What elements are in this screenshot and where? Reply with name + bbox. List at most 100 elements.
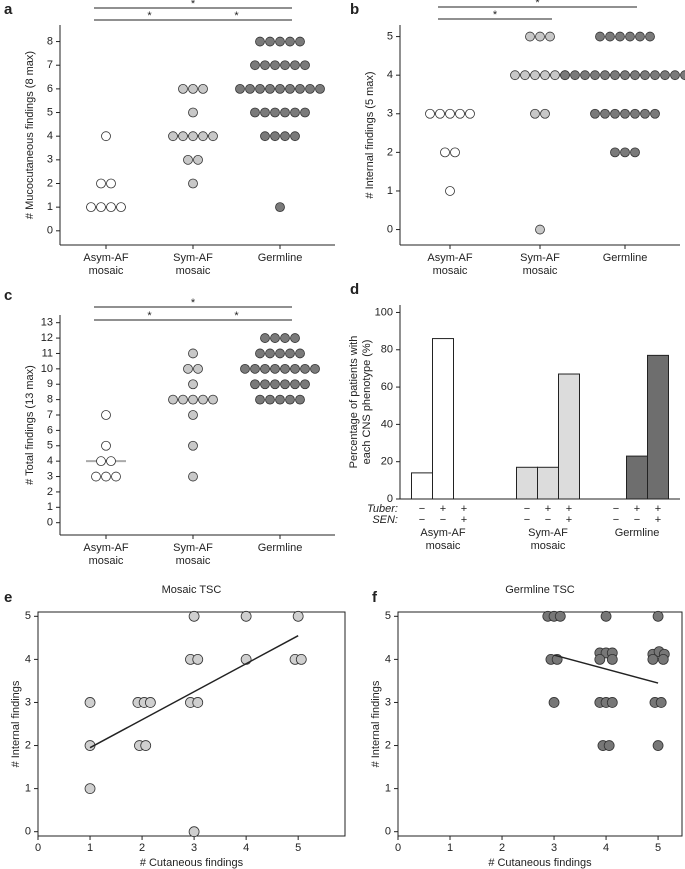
dot [530,70,540,81]
dot [650,108,660,119]
dot [240,363,250,374]
dot [275,202,285,213]
dot [635,31,645,42]
dot [290,107,300,118]
y-tick-label: 5 [47,440,53,452]
y-tick-label: 40 [381,418,393,430]
dot [188,440,198,451]
phenotype-symbol: − [524,514,530,526]
dot [610,147,620,158]
dot [275,348,285,359]
y-tick-label: 8 [47,394,53,406]
dot [198,394,208,405]
dot [570,70,580,81]
bar [432,338,454,500]
y-tick-label: 4 [385,653,391,665]
dot [580,70,590,81]
dot [640,108,650,119]
dot [111,471,121,482]
row-label: SEN: [372,514,398,526]
dot [188,394,198,405]
y-tick-label: 1 [47,201,53,213]
x-tick-label: Sym-AF mosaic [520,252,560,277]
dot [590,108,600,119]
dot [275,394,285,405]
y-tick-label: 12 [41,332,53,344]
x-tick-label: 0 [35,842,41,854]
dot [250,107,260,118]
x-tick-label: Sym-AF mosaic [173,252,213,277]
point [84,697,96,708]
dot [660,70,670,81]
dot [595,31,605,42]
trend-line [89,635,299,749]
phenotype-symbol: + [461,514,467,526]
x-tick-label: Germline [602,252,648,264]
point [188,610,200,622]
panel-label: c [4,287,12,304]
y-tick-label: 8 [47,35,53,47]
dot [101,471,111,482]
phenotype-symbol: − [419,514,425,526]
dot [265,348,275,359]
point [652,740,664,751]
dot [560,70,570,81]
point [192,653,204,665]
dot [245,83,255,94]
panel-label: b [350,1,359,18]
dot [255,83,265,94]
dot [455,108,465,119]
dot [540,70,550,81]
y-tick-label: 80 [381,344,393,356]
dot [265,36,275,47]
dot [630,147,640,158]
dot [188,107,198,118]
significance-label: * [147,10,152,22]
dot [270,379,280,390]
y-axis-label: # Internal findings [10,680,22,767]
y-tick-label: 3 [47,470,53,482]
y-tick-label: 0 [25,826,31,838]
dot [285,83,295,94]
dot [183,363,193,374]
dot [620,108,630,119]
phenotype-symbol: + [461,503,467,515]
dot [208,394,218,405]
dot [290,131,300,142]
y-tick-label: 60 [381,381,393,393]
plot-frame [37,611,346,837]
x-tick-label: Asym-AF mosaic [427,252,473,277]
dot [260,60,270,71]
dot [255,348,265,359]
y-tick-label: 5 [387,30,393,42]
bar [516,466,538,500]
y-tick-label: 4 [387,69,393,81]
y-tick-label: 2 [25,739,31,751]
dot [310,363,320,374]
point [603,740,615,751]
dot [188,410,198,420]
dot [116,202,126,213]
phenotype-symbol: + [545,503,551,515]
significance-label: * [191,297,196,309]
dot [620,70,630,81]
x-tick-label: Asym-AF mosaic [83,252,129,277]
y-tick-label: 0 [387,223,393,235]
dot [96,202,106,213]
significance-label: * [234,310,239,322]
phenotype-symbol: + [655,503,661,515]
dot [260,333,270,343]
dot [106,456,116,467]
x-tick-label: 2 [499,842,505,854]
y-tick-label: 1 [387,185,393,197]
dot [235,83,245,94]
dot [600,70,610,81]
dot [680,70,685,81]
dot [265,394,275,405]
x-tick-label: Germline [257,252,303,264]
significance-label: * [493,9,498,21]
dot [255,36,265,47]
dot [535,31,545,42]
y-tick-label: 2 [387,146,393,158]
dot [193,154,203,165]
